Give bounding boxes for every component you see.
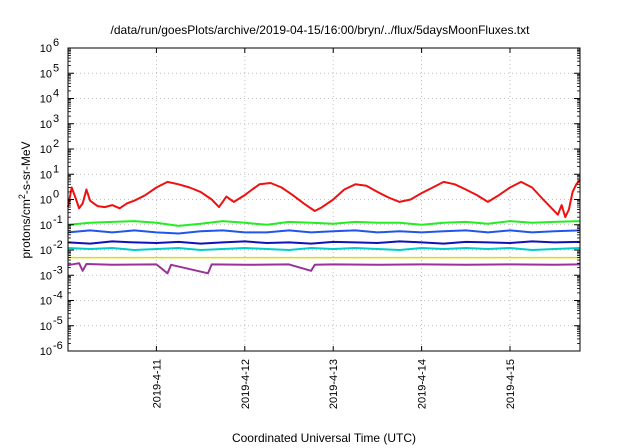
y-tick-label: 10 0 — [40, 189, 59, 207]
y-tick-exponent: 2 — [53, 138, 59, 150]
y-tick-base: 10 — [40, 68, 52, 80]
y-tick-label: 10 2 — [40, 138, 59, 156]
chart-title: /data/run/goesPlots/archive/2019-04-15/1… — [111, 23, 531, 37]
y-tick-exponent: -4 — [53, 290, 63, 302]
series-line-5 — [67, 240, 581, 245]
y-tick-label: 10 5 — [40, 62, 59, 80]
y-tick-label: 10 -2 — [40, 239, 63, 257]
series-line-2 — [67, 220, 581, 227]
y-tick-base: 10 — [40, 195, 52, 207]
y-tick-exponent: 5 — [53, 62, 59, 74]
y-tick-base: 10 — [40, 346, 52, 358]
y-tick-label: 10 4 — [40, 88, 59, 106]
series-line-7 — [67, 262, 581, 275]
grid — [68, 47, 580, 352]
y-tick-base: 10 — [40, 296, 52, 308]
y-axis-label: protons/cm2-s-sr-MeV — [17, 141, 33, 258]
series-line-1 — [67, 179, 581, 219]
y-tick-exponent: 0 — [53, 189, 59, 201]
y-tick-base: 10 — [40, 321, 52, 333]
y-tick-exponent: -6 — [53, 340, 63, 352]
x-tick-label: 2019-4-14 — [417, 359, 429, 409]
x-tick-label: 2019-4-15 — [505, 359, 517, 409]
y-tick-label: 10 1 — [40, 163, 59, 181]
y-tick-exponent: 3 — [53, 113, 59, 125]
y-tick-base: 10 — [40, 43, 52, 55]
y-tick-exponent: 1 — [53, 163, 59, 175]
y-tick-base: 10 — [40, 245, 52, 257]
y-tick-base: 10 — [40, 169, 52, 181]
y-tick-label: 10 -3 — [40, 264, 63, 282]
x-tick-label: 2019-4-12 — [240, 359, 252, 409]
y-tick-exponent: 4 — [53, 88, 59, 100]
y-tick-base: 10 — [40, 94, 52, 106]
y-tick-base: 10 — [40, 144, 52, 156]
y-tick-base: 10 — [40, 119, 52, 131]
y-tick-exponent: -2 — [53, 239, 63, 251]
y-tick-exponent: 6 — [53, 37, 59, 49]
x-tick-label: 2019-4-13 — [328, 359, 340, 409]
y-tick-exponent: -5 — [53, 315, 63, 327]
series-layer — [67, 179, 581, 275]
y-tick-label: 10 -1 — [40, 214, 63, 232]
y-tick-base: 10 — [40, 270, 52, 282]
series-line-3 — [67, 229, 581, 235]
y-tick-exponent: -1 — [53, 214, 63, 226]
y-tick-label: 10 3 — [40, 113, 59, 131]
x-axis-label: Coordinated Universal Time (UTC) — [232, 431, 416, 445]
y-tick-label: 10 -5 — [40, 315, 63, 333]
y-tick-label: 10 -6 — [40, 340, 63, 358]
y-tick-exponent: -3 — [53, 264, 63, 276]
y-tick-label: 10 6 — [40, 37, 59, 55]
x-tick-label: 2019-4-11 — [151, 359, 163, 408]
y-tick-base: 10 — [40, 220, 52, 232]
y-tick-label: 10 -4 — [40, 290, 63, 308]
series-line-4 — [67, 247, 581, 251]
axes: 2019-4-11 2019-4-12 2019-4-13 2019-4-14 2019… — [40, 37, 580, 409]
